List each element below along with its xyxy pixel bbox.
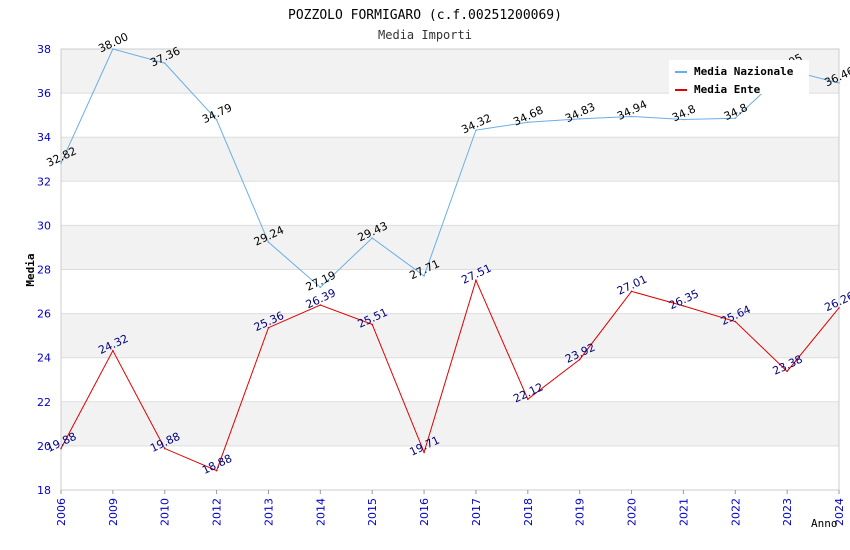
data-label: 27.01 [615, 273, 649, 298]
series-line-media-ente [60, 278, 840, 472]
x-tick-label: 2015 [366, 498, 379, 526]
data-point [682, 118, 685, 121]
x-tick-label: 2024 [833, 498, 846, 526]
data-point [475, 279, 477, 282]
data-point [630, 115, 633, 118]
data-point [371, 323, 374, 326]
x-tick-label: 2013 [262, 498, 275, 526]
data-point [215, 118, 218, 121]
data-label: 26.35 [667, 287, 701, 312]
data-point [163, 62, 166, 64]
data-point [423, 451, 425, 454]
grid-band [61, 137, 839, 182]
data-label: 34.8 [670, 102, 698, 124]
y-tick-label: 36 [37, 87, 51, 100]
y-tick-label: 20 [37, 440, 51, 453]
x-tick-label: 2022 [729, 498, 742, 526]
x-tick-label: 2020 [626, 498, 639, 526]
data-point [578, 358, 581, 361]
data-point [267, 326, 270, 329]
grid-band [61, 401, 839, 446]
data-point [371, 237, 374, 239]
y-tick-label: 32 [37, 175, 51, 188]
data-point [734, 117, 737, 120]
x-tick-label: 2006 [55, 498, 68, 526]
data-point [319, 286, 322, 289]
data-label: 18.88 [200, 452, 234, 477]
data-point [319, 304, 322, 306]
data-label: 34.68 [511, 103, 545, 128]
data-label: 34.79 [200, 101, 234, 126]
y-tick-label: 18 [37, 484, 51, 497]
plot-frame [60, 48, 840, 491]
chart-title: POZZOLO FORMIGARO (c.f.00251200069) [288, 8, 562, 23]
series-line-media-nazionale [60, 48, 840, 289]
data-point [734, 320, 737, 323]
data-point [60, 162, 62, 165]
grid-band [61, 225, 839, 270]
grid-bands [61, 49, 839, 446]
data-point [112, 349, 114, 352]
data-point [163, 447, 166, 450]
x-axis-ticks: 2006 2009 2010 2012 2013 2014 2015 2016 2017 2018… [55, 490, 846, 526]
data-label: 34.94 [615, 98, 649, 123]
data-point [838, 82, 840, 84]
data-label: 34.32 [459, 111, 493, 136]
x-tick-label: 2010 [159, 498, 172, 526]
x-tick-label: 2018 [522, 498, 535, 526]
x-tick-label: 2019 [574, 498, 587, 526]
legend-label-media-nazionale: Media Nazionale [694, 65, 794, 78]
x-tick-label: 2016 [418, 498, 431, 526]
y-tick-label: 30 [37, 219, 51, 232]
x-tick-label: 2014 [314, 498, 327, 526]
data-point [267, 241, 270, 243]
data-point [838, 307, 840, 309]
x-axis-label: Anno [811, 517, 838, 530]
data-point [112, 48, 114, 50]
x-tick-label: 2023 [781, 498, 794, 526]
data-point [527, 398, 529, 400]
data-point [423, 275, 425, 277]
y-tick-label: 34 [37, 131, 51, 144]
data-point [527, 121, 529, 124]
data-point [215, 469, 218, 472]
legend: Media Nazionale Media Ente [669, 60, 809, 96]
legend-box [669, 60, 809, 94]
grid-band [61, 313, 839, 358]
data-point [786, 370, 788, 373]
x-tick-label: 2017 [470, 498, 483, 526]
series-lines [60, 48, 840, 472]
data-point [682, 305, 685, 307]
x-tick-label: 2021 [677, 498, 690, 526]
y-tick-label: 38 [37, 43, 51, 56]
legend-label-media-ente: Media Ente [694, 83, 761, 96]
x-tick-label: 2009 [107, 498, 120, 526]
y-tick-label: 28 [37, 264, 51, 277]
y-tick-label: 22 [37, 396, 51, 409]
y-axis-ticks: 18 20 22 24 26 28 30 32 34 36 38 [37, 43, 51, 497]
y-tick-label: 24 [37, 352, 51, 365]
data-point [630, 290, 633, 293]
chart-subtitle: Media Importi [378, 28, 472, 42]
data-point [578, 118, 581, 120]
x-tick-label: 2012 [211, 498, 224, 526]
y-tick-label: 26 [37, 308, 51, 321]
data-label: 34.8 [722, 101, 750, 123]
data-label: 34.83 [563, 100, 597, 125]
data-point [475, 129, 477, 131]
y-axis-label: Media [24, 253, 37, 286]
data-point [60, 447, 62, 450]
